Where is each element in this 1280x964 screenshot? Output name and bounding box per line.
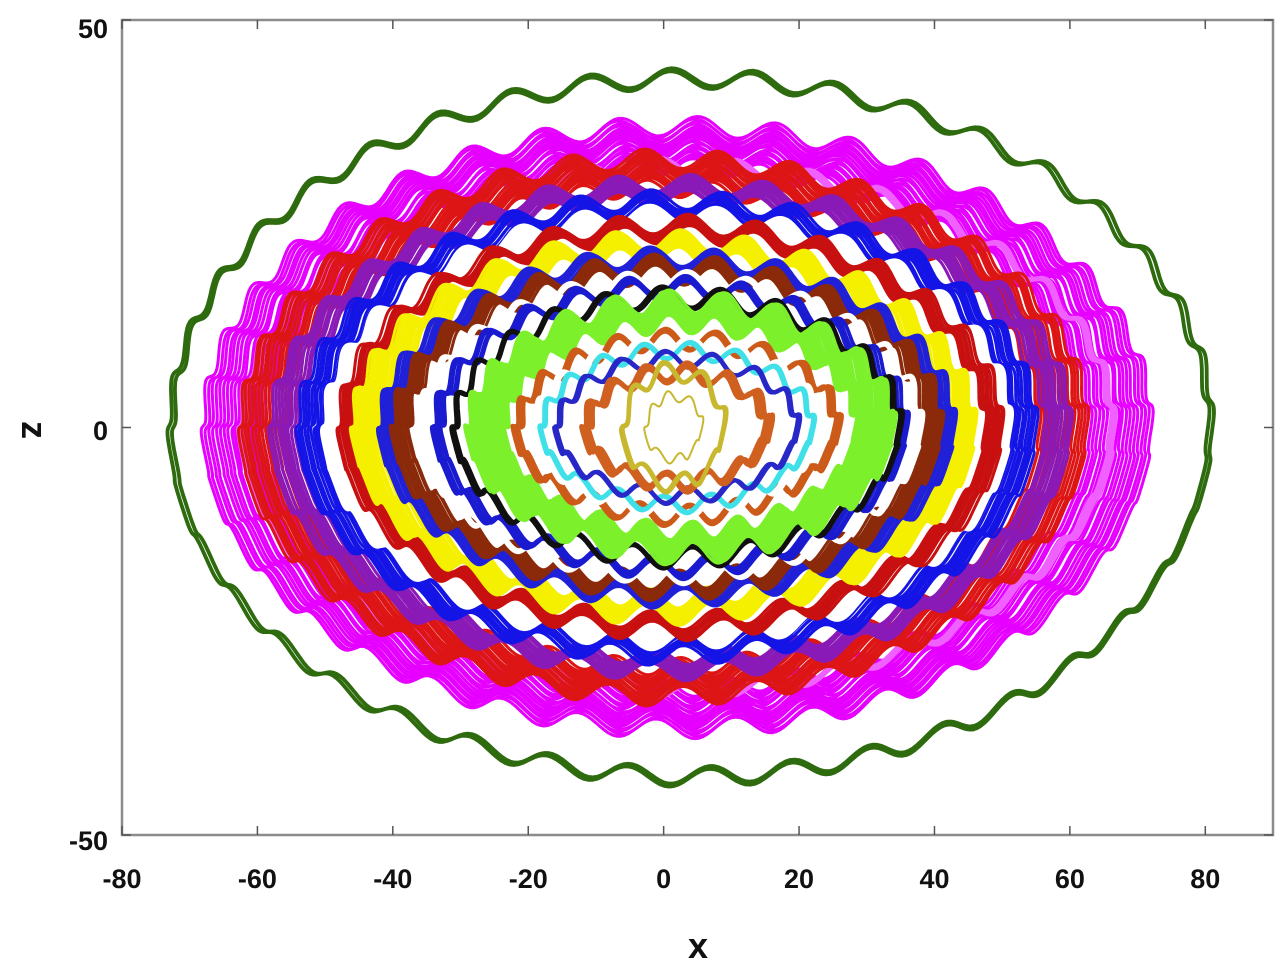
- orbit-family-orbit-white-gap2: [415, 269, 926, 587]
- orbit-family-orbit-white-core: [530, 335, 825, 521]
- orbit-family-orbit-green: [463, 288, 898, 567]
- y-tick-label: 50: [78, 14, 108, 44]
- orbit-family-orbit-orange: [579, 360, 776, 495]
- x-tick-label: 60: [1055, 864, 1085, 894]
- core-center: [643, 390, 705, 465]
- orbit-family-orbit-olive-core: [619, 360, 729, 495]
- orbit-family-orbit-darkgreen: [165, 66, 1216, 789]
- x-tick-label: -20: [509, 864, 548, 894]
- orbit-family-orbit-cyan: [537, 340, 818, 516]
- x-axis-label: x: [688, 925, 708, 964]
- orbit-family-orbit-orange-outer: [510, 326, 844, 528]
- x-tick-label: 20: [784, 864, 814, 894]
- orbit-family-orbit-red2: [335, 212, 1006, 643]
- orbit-family-orbit-blue: [294, 188, 1040, 667]
- x-axis-ticks: -80 -60 -40 -20 0 20 40 60 80: [102, 20, 1220, 894]
- x-tick-label: 40: [919, 864, 949, 894]
- x-tick-label: 0: [656, 864, 671, 894]
- x-tick-label: -60: [238, 864, 277, 894]
- y-axis-ticks: 50 0 -50: [69, 14, 1273, 856]
- orbit-family-orbit-blue3: [429, 274, 911, 582]
- y-axis-label: z: [14, 421, 55, 439]
- y-tick-label: 0: [93, 416, 108, 446]
- x-tick-label: 80: [1190, 864, 1220, 894]
- x-tick-label: -80: [102, 864, 141, 894]
- y-tick-label: -50: [69, 826, 108, 856]
- orbit-family-orbit-yellow: [348, 228, 979, 627]
- orbit-curves: [165, 66, 1216, 789]
- orbit-family-orbit-white-gap: [320, 203, 1014, 652]
- x-tick-label: -40: [373, 864, 412, 894]
